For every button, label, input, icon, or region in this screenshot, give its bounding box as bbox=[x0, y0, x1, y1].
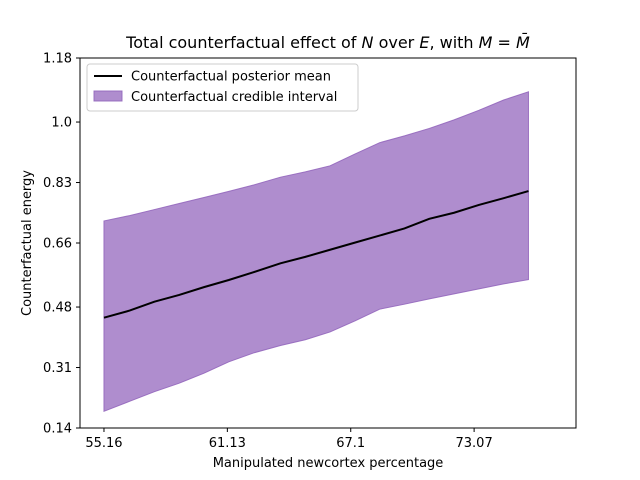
y-tick-label: 1.0 bbox=[51, 116, 72, 131]
title-m-symbol: M bbox=[479, 33, 493, 52]
y-axis-label: Counterfactual energy bbox=[20, 170, 35, 316]
legend: Counterfactual posterior mean Counterfact… bbox=[86, 63, 359, 112]
chart-title: Total counterfactual effect of N over E,… bbox=[125, 33, 530, 52]
y-tick-label: 0.66 bbox=[43, 237, 72, 252]
legend-band-swatch bbox=[93, 90, 123, 102]
title-n-symbol: N bbox=[362, 33, 374, 52]
x-tick-label: 55.16 bbox=[85, 436, 122, 451]
x-axis-label: Manipulated newcortex percentage bbox=[213, 456, 444, 471]
y-tick-label: 0.83 bbox=[43, 176, 72, 191]
title-equals: = bbox=[492, 33, 516, 52]
legend-label-mean: Counterfactual posterior mean bbox=[131, 70, 331, 85]
axes: 55.16 61.13 67.1 73.07 0.14 0.31 0.48 0.66 0.83 1… bbox=[43, 52, 577, 451]
title-prefix: Total counterfactual effect of bbox=[125, 33, 361, 52]
y-tick-label: 0.31 bbox=[43, 361, 72, 376]
credible-interval-band bbox=[103, 91, 529, 413]
x-tick-label: 67.1 bbox=[336, 436, 365, 451]
title-mbar-symbol: M̄ bbox=[516, 33, 530, 52]
title-e-symbol: E bbox=[419, 33, 430, 52]
plot-area bbox=[103, 91, 529, 413]
y-tick-label: 0.48 bbox=[43, 301, 72, 316]
title-suffix: , with bbox=[429, 33, 478, 52]
posterior-mean-line bbox=[103, 190, 529, 319]
legend-label-interval: Counterfactual credible interval bbox=[131, 90, 337, 105]
legend-box bbox=[86, 63, 359, 112]
y-tick-label: 0.14 bbox=[43, 422, 72, 437]
x-tick-label: 61.13 bbox=[209, 436, 246, 451]
y-tick-label: 1.18 bbox=[43, 52, 72, 67]
title-middle: over bbox=[373, 33, 419, 52]
x-tick-label: 73.07 bbox=[456, 436, 493, 451]
